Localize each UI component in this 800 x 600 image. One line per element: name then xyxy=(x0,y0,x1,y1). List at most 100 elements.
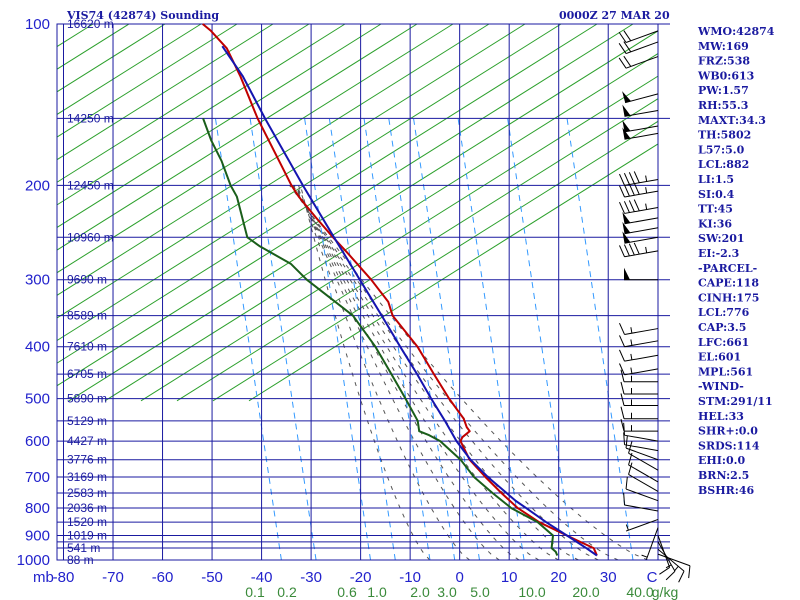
pressure-unit-label: mb xyxy=(33,569,54,586)
wind-barb xyxy=(623,492,659,512)
temperature-tick-label: C xyxy=(647,569,658,586)
dry-adiabat-line xyxy=(68,30,659,402)
index-value: -WIND- xyxy=(698,380,744,393)
dry-adiabat-line xyxy=(56,23,634,387)
mixing-ratio-label: 10.0 xyxy=(518,584,545,600)
mixing-ratio-line xyxy=(328,118,396,561)
dry-adiabat-line xyxy=(56,23,562,341)
wind-barb xyxy=(619,171,659,186)
pressure-tick-label: 400 xyxy=(25,339,50,356)
moist-adiabat-line xyxy=(294,185,540,561)
wind-barb xyxy=(623,422,659,442)
dry-adiabat-line xyxy=(56,23,310,183)
wind-barb xyxy=(619,335,659,348)
wind-barb xyxy=(618,41,659,55)
wind-barb xyxy=(622,91,659,104)
index-value: MPL:561 xyxy=(698,365,753,378)
height-label: 16620 m xyxy=(67,17,114,31)
index-value: PW:1.57 xyxy=(698,84,749,97)
index-value: WMO:42874 xyxy=(697,25,775,38)
height-label: 1019 m xyxy=(67,528,107,542)
mixing-ratio-label: 3.0 xyxy=(437,584,457,600)
temperature-tick-label: -30 xyxy=(300,569,322,586)
index-value: LFC:661 xyxy=(698,336,749,349)
index-value: LI:1.5 xyxy=(698,173,734,186)
wind-barb xyxy=(624,267,658,281)
wind-barb xyxy=(625,518,659,532)
height-label: 10960 m xyxy=(67,230,114,244)
index-value: BRN:2.5 xyxy=(698,469,749,482)
wind-barb xyxy=(619,363,659,376)
index-value: CINH:175 xyxy=(698,291,759,304)
mixing-ratio-label: 0.1 xyxy=(245,584,265,600)
wind-barb xyxy=(619,349,659,362)
index-value: LCL:776 xyxy=(698,306,750,319)
index-value: LCL:882 xyxy=(698,158,749,171)
temperature-tick-label: 30 xyxy=(600,569,617,586)
index-value: BSHR:46 xyxy=(698,484,754,497)
mixing-ratio-label: 1.0 xyxy=(367,584,387,600)
index-value: EI:-2.3 xyxy=(698,247,739,260)
wind-barb xyxy=(641,527,659,560)
dry-adiabat-line xyxy=(56,23,490,296)
temperature-tick-label: -80 xyxy=(53,569,75,586)
wind-barb xyxy=(618,30,659,43)
index-value: CAP:3.5 xyxy=(698,321,746,334)
height-label: 6705 m xyxy=(67,367,107,381)
index-value: SHR+:0.0 xyxy=(698,425,758,438)
index-value: SRDS:114 xyxy=(698,439,760,452)
height-label: 5890 m xyxy=(67,392,107,406)
mixing-ratio-lines xyxy=(214,118,634,561)
dry-adiabat-line xyxy=(104,53,659,402)
dry-adiabat-line xyxy=(56,23,382,228)
index-value: SW:201 xyxy=(698,232,745,245)
wind-barb xyxy=(623,432,659,452)
dry-adiabat-line xyxy=(56,23,346,206)
wind-barb xyxy=(620,393,658,407)
dry-adiabat-line xyxy=(56,23,526,319)
dry-adiabat-line xyxy=(212,120,659,402)
pressure-tick-label: 200 xyxy=(25,177,50,194)
mixing-ratio-label: 20.0 xyxy=(572,584,599,600)
mixing-ratio-label: 40.0 xyxy=(626,584,653,600)
mixing-ratio-label: 2.0 xyxy=(410,584,430,600)
dry-adiabat-line xyxy=(56,23,274,161)
mixing-ratio-label: g/kg xyxy=(652,584,678,600)
index-value: HEL:33 xyxy=(698,410,744,423)
wind-barb xyxy=(625,476,659,502)
dry-adiabat-line xyxy=(140,75,659,402)
temperature-tick-label: -10 xyxy=(399,569,421,586)
pressure-tick-label: 900 xyxy=(25,527,50,544)
temperature-tick-label: -60 xyxy=(152,569,174,586)
mixing-ratio-line xyxy=(388,118,456,561)
mixing-ratio-line xyxy=(363,118,431,561)
wind-barb xyxy=(657,541,676,581)
wind-barb xyxy=(622,120,659,133)
height-label: 3169 m xyxy=(67,470,107,484)
mixing-ratio-line xyxy=(214,118,282,561)
height-label: 5129 m xyxy=(67,414,107,428)
parcel-trace xyxy=(221,45,598,557)
adiabat-lines xyxy=(56,23,659,561)
temperature-tick-label: 10 xyxy=(501,569,518,586)
station-title: VIS74 (42874) Sounding xyxy=(66,9,219,22)
pressure-tick-label: 500 xyxy=(25,391,50,408)
dry-adiabat-line xyxy=(176,98,659,402)
pressure-tick-label: 300 xyxy=(25,272,50,289)
height-label: 1520 m xyxy=(67,515,107,529)
height-label: 2036 m xyxy=(67,501,107,515)
wind-barb xyxy=(628,441,659,471)
height-label: 4427 m xyxy=(67,434,107,448)
moist-adiabat-line xyxy=(298,185,470,561)
height-label: 7610 m xyxy=(67,340,107,354)
index-value: EL:601 xyxy=(698,351,741,364)
index-value: -PARCEL- xyxy=(698,262,757,275)
pressure-tick-label: 1000 xyxy=(17,552,50,569)
temperature-tick-label: 0 xyxy=(455,569,463,586)
index-value: EHI:0.0 xyxy=(698,454,745,467)
chart-grid xyxy=(56,23,670,561)
pressure-tick-label: 100 xyxy=(25,16,50,33)
dewpoint-trace xyxy=(202,118,559,556)
dry-adiabat-line xyxy=(56,23,202,115)
index-value: KI:36 xyxy=(698,217,732,230)
